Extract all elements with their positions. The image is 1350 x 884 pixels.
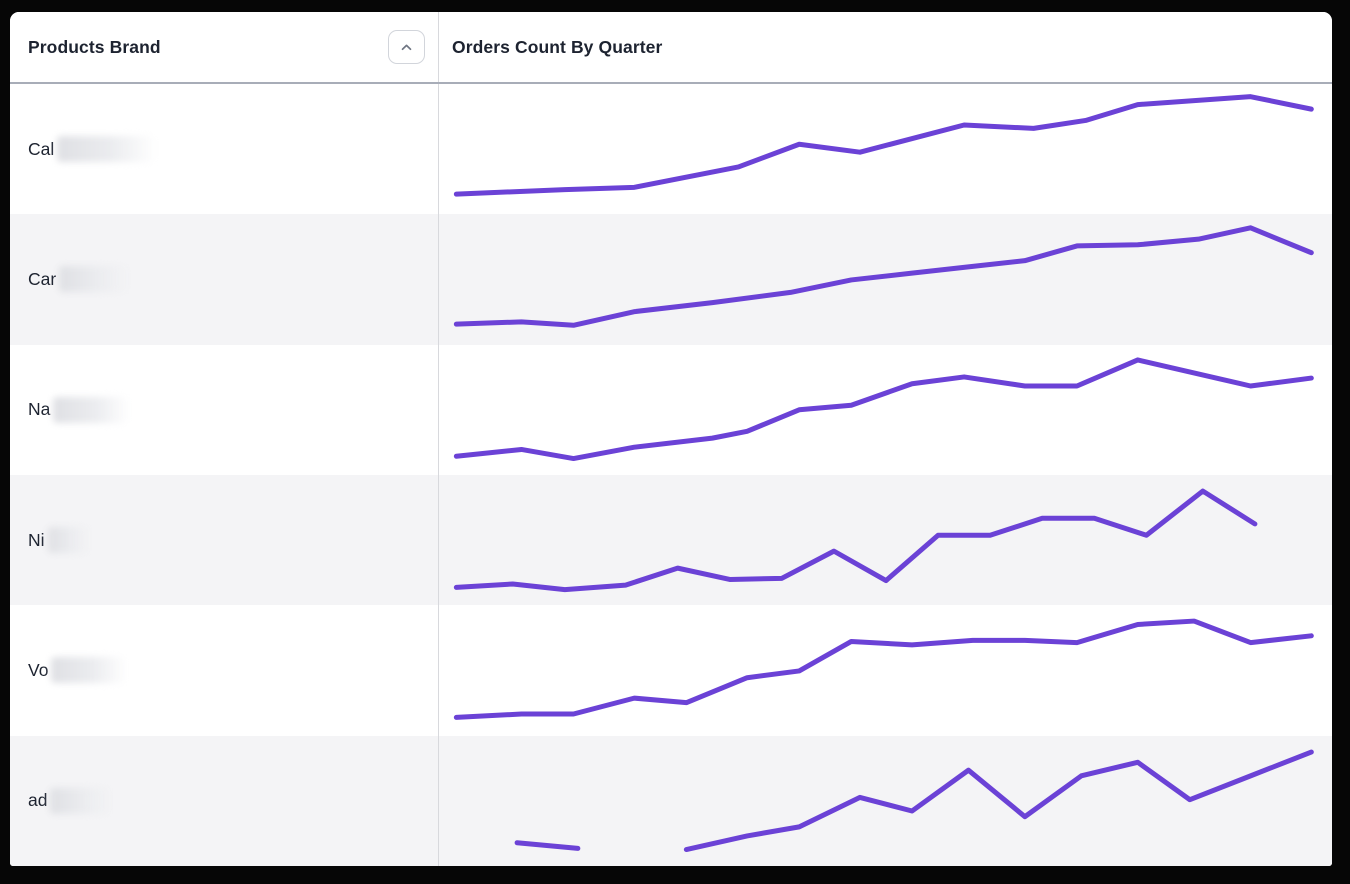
brand-cell: Vo (10, 605, 439, 736)
column-header-products-brand: Products Brand (10, 12, 439, 82)
table-row[interactable]: Na (10, 344, 1332, 475)
sort-button[interactable] (388, 30, 425, 64)
orders-count-header-label: Orders Count By Quarter (452, 36, 663, 57)
orders-sparkline-chart (452, 743, 1320, 856)
brand-prefix: ad (28, 790, 48, 811)
brand-orders-table: Products Brand Orders Count By Quarter C… (10, 12, 1332, 866)
brand-cell: Cal (10, 84, 439, 215)
orders-sparkline-cell[interactable] (439, 736, 1332, 866)
brand-prefix: Ni (28, 529, 45, 550)
table-row[interactable]: Cal (10, 84, 1332, 215)
table-row[interactable]: Car (10, 214, 1332, 345)
redacted-brand-text (47, 527, 90, 554)
redacted-brand-text (53, 396, 130, 423)
orders-sparkline-cell[interactable] (439, 475, 1332, 605)
brand-cell: ad (10, 735, 439, 866)
table-rows: Cal Car Na Ni Vo (10, 84, 1332, 866)
table-header: Products Brand Orders Count By Quarter (10, 12, 1332, 84)
brand-prefix: Na (28, 399, 51, 420)
orders-sparkline-cell[interactable] (439, 605, 1332, 735)
redacted-brand-text (57, 136, 156, 163)
table-row[interactable]: ad (10, 735, 1332, 866)
orders-sparkline-cell[interactable] (439, 214, 1332, 344)
brand-prefix: Vo (28, 659, 49, 680)
orders-sparkline-chart (452, 482, 1320, 595)
table-row[interactable]: Ni (10, 474, 1332, 606)
redacted-brand-text (51, 657, 127, 684)
orders-sparkline-chart (452, 221, 1320, 334)
orders-sparkline-cell[interactable] (439, 345, 1332, 475)
orders-sparkline-cell[interactable] (439, 84, 1332, 214)
orders-sparkline-chart (452, 612, 1320, 725)
brand-prefix: Cal (28, 138, 55, 159)
redacted-brand-text (59, 266, 130, 293)
brand-prefix: Car (28, 268, 57, 289)
orders-sparkline-chart (452, 352, 1320, 465)
products-brand-header-label: Products Brand (28, 36, 161, 57)
table-row[interactable]: Vo (10, 605, 1332, 736)
orders-sparkline-chart (452, 91, 1320, 204)
column-header-orders-count: Orders Count By Quarter (439, 12, 1332, 82)
redacted-brand-text (50, 787, 113, 814)
brand-cell: Ni (10, 474, 439, 606)
chevron-up-icon (399, 40, 414, 55)
brand-cell: Na (10, 344, 439, 475)
brand-cell: Car (10, 214, 439, 345)
